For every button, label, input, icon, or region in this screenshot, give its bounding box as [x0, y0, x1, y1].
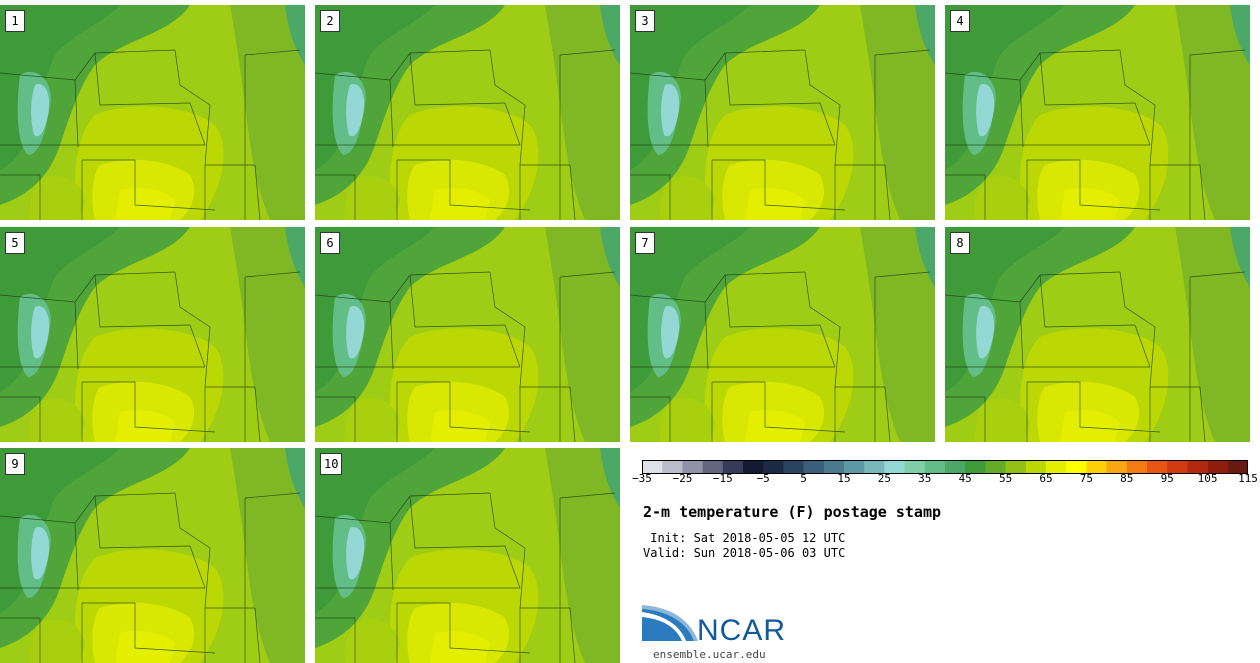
colorbar-tick-labels: −35 −25 −15 −5 5 15 25 35 45 55 65 75 85 95 105 115: [632, 472, 1258, 486]
colorbar-bin: [924, 460, 946, 474]
colorbar-tick-label: 45: [958, 472, 972, 485]
colorbar-tick-label: 15: [837, 472, 851, 485]
colorbar-tick-label: −5: [756, 472, 770, 485]
colorbar-bin: [884, 460, 905, 474]
colorbar-bin: [783, 460, 804, 474]
stamp-panel-9: 9: [0, 448, 305, 663]
colorbar-tick-label: 95: [1160, 472, 1174, 485]
member-label: 1: [5, 10, 25, 32]
colorbar-tick-label: 105: [1197, 472, 1218, 485]
colorbar-bin: [743, 460, 764, 474]
member-label: 7: [635, 232, 655, 254]
temperature-map: [315, 448, 620, 663]
colorbar-tick-label: 5: [800, 472, 807, 485]
colorbar-tick-label: 35: [918, 472, 932, 485]
temperature-map: [0, 5, 305, 220]
colorbar-tick-label: 115: [1238, 472, 1258, 485]
colorbar-bin: [1207, 460, 1229, 474]
colorbar-tick-label: 65: [1039, 472, 1053, 485]
temperature-map: [945, 227, 1250, 442]
stamp-panel-4: 4: [945, 5, 1250, 220]
colorbar-bin: [945, 460, 966, 474]
member-label: 2: [320, 10, 340, 32]
colorbar-tick-label: 85: [1120, 472, 1134, 485]
stamp-panel-7: 7: [630, 227, 935, 442]
member-label: 6: [320, 232, 340, 254]
valid-time: Valid: Sun 2018-05-06 03 UTC: [643, 546, 846, 560]
stamp-panel-5: 5: [0, 227, 305, 442]
temperature-map: [630, 227, 935, 442]
stamp-panel-1: 1: [0, 5, 305, 220]
temperature-map: [0, 227, 305, 442]
colorbar-bin: [844, 460, 865, 474]
colorbar-bin: [803, 460, 825, 474]
colorbar-bin: [965, 460, 986, 474]
temperature-map: [945, 5, 1250, 220]
member-label: 4: [950, 10, 970, 32]
colorbar-bin: [1086, 460, 1107, 474]
colorbar-bin: [682, 460, 703, 474]
colorbar-bin: [1005, 460, 1027, 474]
colorbar-bin: [985, 460, 1006, 474]
colorbar-border: [642, 460, 1248, 474]
stamp-panel-6: 6: [315, 227, 620, 442]
colorbar-bin: [1187, 460, 1208, 474]
ncar-logo-icon: [642, 605, 698, 641]
colorbar-bin: [823, 460, 845, 474]
colorbar-bin: [722, 460, 744, 474]
member-label: 5: [5, 232, 25, 254]
colorbar-bin: [1066, 460, 1087, 474]
chart-title: 2-m temperature (F) postage stamp: [643, 503, 942, 521]
colorbar-bin: [662, 460, 683, 474]
colorbar-tick-label: −15: [712, 472, 733, 485]
stamp-panel-3: 3: [630, 5, 935, 220]
temperature-map: [0, 448, 305, 663]
temperature-map: [630, 5, 935, 220]
member-label: 9: [5, 453, 25, 475]
colorbar-bin: [702, 460, 724, 474]
init-time: Init: Sat 2018-05-05 12 UTC: [643, 531, 846, 545]
colorbar-bin: [1126, 460, 1148, 474]
member-label: 10: [320, 453, 343, 475]
colorbar-tick-label: 25: [877, 472, 892, 485]
colorbar-bin: [1025, 460, 1047, 474]
member-label: 8: [950, 232, 970, 254]
colorbar-bin: [1227, 460, 1248, 474]
colorbar: [642, 460, 1248, 474]
colorbar-bin: [642, 460, 663, 474]
colorbar-bin: [1147, 460, 1168, 474]
logo-text: NCAR: [697, 614, 787, 647]
colorbar-bin: [904, 460, 926, 474]
colorbar-bin: [864, 460, 885, 474]
member-label: 3: [635, 10, 655, 32]
colorbar-bin: [1167, 460, 1188, 474]
logo-url: ensemble.ucar.edu: [653, 648, 766, 661]
colorbar-bin: [1106, 460, 1128, 474]
stamp-panel-2: 2: [315, 5, 620, 220]
stamp-panel-10: 10: [315, 448, 620, 663]
colorbar-bin: [763, 460, 784, 474]
colorbar-tick-label: 75: [1079, 472, 1094, 485]
colorbar-tick-label: −25: [672, 472, 693, 485]
colorbar-tick-label: 55: [998, 472, 1013, 485]
temperature-map: [315, 227, 620, 442]
stamp-panel-8: 8: [945, 227, 1250, 442]
temperature-map: [315, 5, 620, 220]
colorbar-tick-label: −35: [632, 472, 652, 485]
colorbar-bin: [1046, 460, 1067, 474]
